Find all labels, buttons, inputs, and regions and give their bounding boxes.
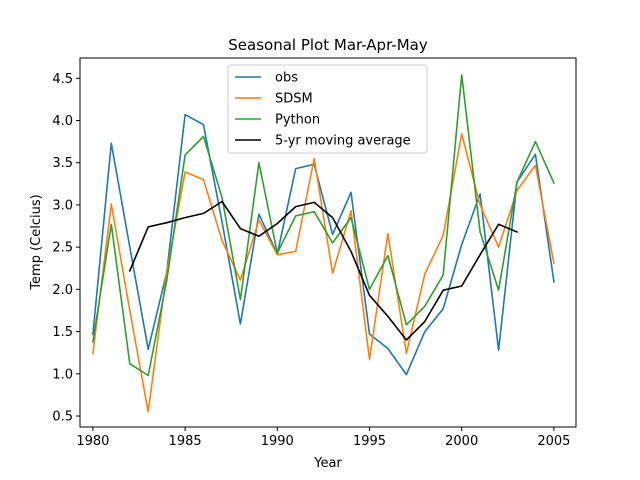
legend-entry: 5-yr moving average <box>275 134 411 149</box>
x-tick-label: 1985 <box>169 434 202 449</box>
y-tick-label: 3.5 <box>52 156 73 171</box>
legend-entry: SDSM <box>275 92 313 107</box>
legend: obs SDSM Python 5-yr moving average <box>227 64 428 154</box>
y-tick-label: 4.0 <box>52 114 73 129</box>
x-tick-label: 1980 <box>76 434 109 449</box>
legend-entry: Python <box>275 113 320 128</box>
y-tick-label: 3.0 <box>52 198 73 213</box>
legend-box <box>227 64 428 154</box>
x-axis-label: Year <box>313 456 342 471</box>
plot-frame <box>79 57 577 428</box>
x-tick-label: 1990 <box>261 434 294 449</box>
y-tick-label: 1.5 <box>52 325 73 340</box>
series-line-2 <box>91 74 555 377</box>
chart-title: Seasonal Plot Mar-Apr-May <box>228 36 428 54</box>
x-tick-label: 1995 <box>353 434 386 449</box>
series-line-3 <box>128 200 519 341</box>
y-tick-label: 2.5 <box>52 241 73 256</box>
y-tick-label: 1.0 <box>52 367 73 382</box>
x-axis: 1980 1985 1990 1995 2000 2005 <box>76 427 570 449</box>
y-axis: 0.5 1.0 1.5 2.0 2.5 3.0 3.5 4.0 4.5 <box>52 72 80 425</box>
series-layer <box>91 74 555 413</box>
x-tick-label: 2000 <box>445 434 478 449</box>
y-tick-label: 0.5 <box>52 410 73 425</box>
x-tick-label: 2005 <box>537 434 570 449</box>
y-axis-label: Temp (Celcius) <box>29 194 44 290</box>
legend-entry: obs <box>275 71 298 86</box>
y-tick-label: 2.0 <box>52 283 73 298</box>
y-tick-label: 4.5 <box>52 72 73 87</box>
